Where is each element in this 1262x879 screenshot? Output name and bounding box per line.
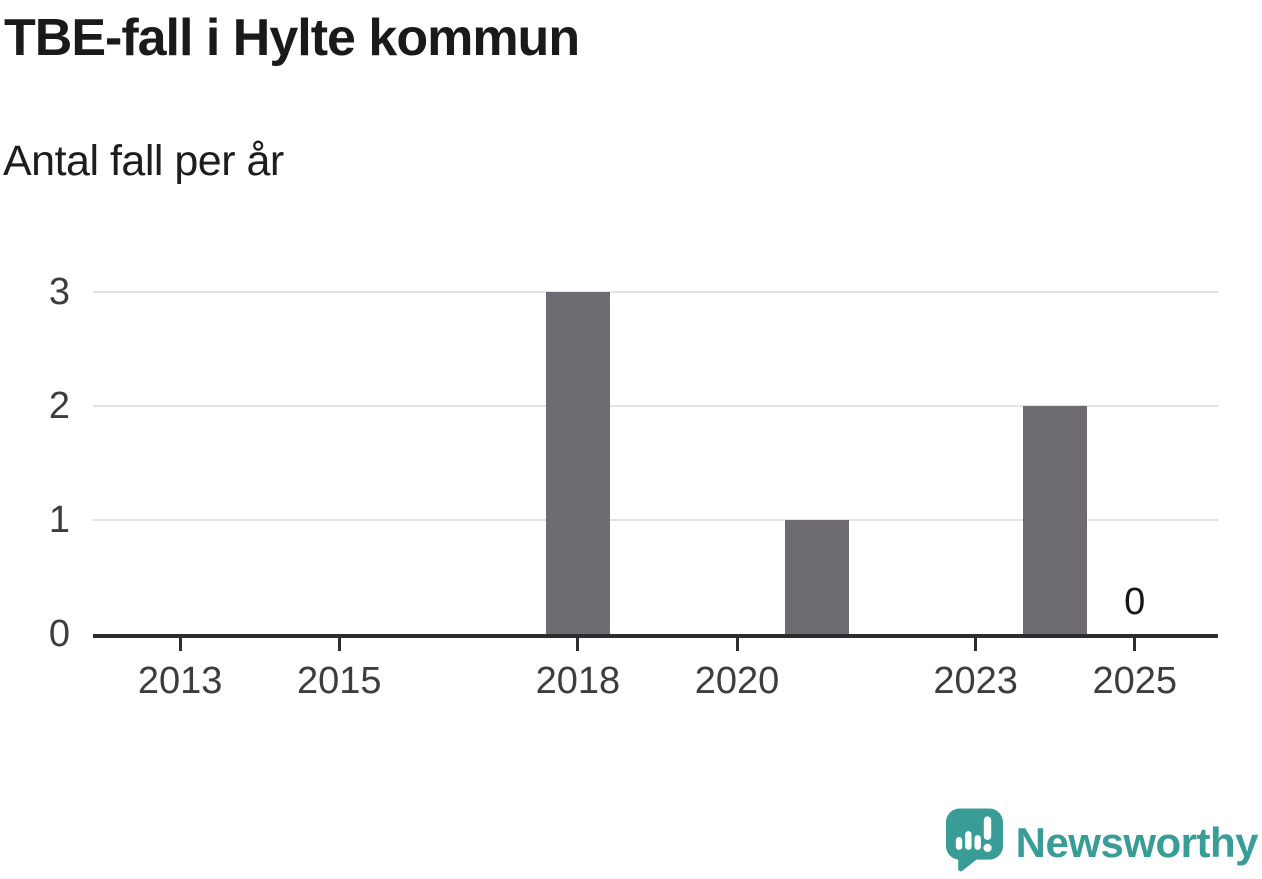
- logo-exclamation-dot: [983, 843, 992, 852]
- y-gridline-1: [93, 519, 1218, 521]
- logo-bar-small: [955, 837, 962, 850]
- x-axis-tick: [735, 638, 739, 651]
- x-axis-tick-label: 2023: [933, 660, 1018, 702]
- x-axis-tick-label: 2015: [296, 660, 382, 702]
- x-axis-tick: [178, 638, 182, 651]
- y-gridline-3: [93, 291, 1218, 293]
- x-axis-tick-label: 2018: [535, 660, 621, 702]
- x-axis-tick: [974, 638, 978, 651]
- logo-bar-tall: [964, 831, 972, 850]
- y-gridline-2: [93, 405, 1218, 407]
- x-axis-tick: [576, 638, 580, 651]
- bar-2024: [1023, 406, 1088, 634]
- newsworthy-speech-bubble-chart-icon: [945, 808, 1003, 872]
- newsworthy-wordmark: Newsworthy: [1015, 818, 1259, 866]
- y-axis-tick-label: 0: [48, 613, 70, 655]
- y-axis-tick-label: 3: [48, 271, 70, 313]
- x-axis-tick-label: 2025: [1092, 660, 1178, 702]
- bar-value-label: 0: [1124, 581, 1146, 623]
- x-axis-tick-label: 2020: [694, 660, 780, 702]
- x-axis-tick: [1133, 638, 1137, 651]
- y-axis-tick-label: 1: [48, 499, 70, 541]
- logo-bar-medium: [974, 835, 981, 850]
- bar-2018: [545, 292, 610, 634]
- newsworthy-logo: Newsworthy: [945, 808, 1259, 872]
- x-axis-line: [93, 634, 1218, 638]
- chart-title: TBE-fall i Hylte kommun: [4, 9, 580, 67]
- x-axis-tick-label: 2013: [137, 660, 223, 702]
- logo-exclamation-stem: [983, 816, 991, 840]
- y-axis-tick-label: 2: [48, 385, 70, 427]
- bar-2021: [784, 520, 849, 634]
- x-axis-tick: [337, 638, 341, 651]
- chart-subtitle: Antal fall per år: [3, 137, 284, 185]
